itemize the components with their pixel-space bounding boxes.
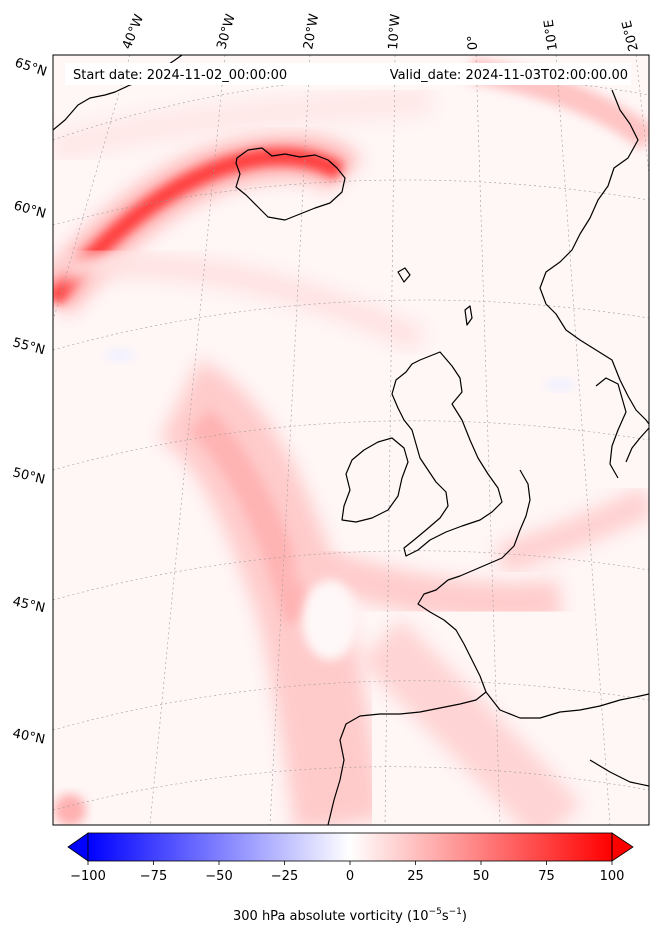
colorbar-extend-min (67, 832, 89, 862)
map-frame (52, 54, 650, 826)
colorbar-ticks: −100 −75 −50 −25 0 25 50 75 100 (70, 861, 624, 884)
parallel-50n (53, 420, 649, 471)
meridian-30w (149, 55, 226, 825)
corner-max (54, 794, 86, 825)
lat-label-40n: 40°N (11, 726, 46, 747)
parallel-40n (53, 680, 649, 731)
colorbar-tick-label: −25 (271, 869, 298, 884)
parallel-35n (53, 766, 649, 811)
lat-label-65n: 65°N (13, 56, 49, 80)
france-atlantic-coast (417, 579, 487, 693)
meridian-10w (384, 55, 396, 825)
lon-label-40w: 40°W (120, 12, 147, 51)
parallel-60n (53, 179, 649, 226)
colorbar-tick-label: 0 (346, 869, 354, 884)
negative-spot (546, 379, 574, 391)
meridian-0 (475, 55, 501, 825)
colorbar-tick-label: 75 (538, 869, 555, 884)
iceland-coast (235, 147, 346, 221)
low-vorticity-eddy (302, 580, 358, 660)
longitude-labels: 40°W 30°W 20°W 10°W 0° 10°E 20°E (120, 12, 642, 52)
meridian-20w (269, 55, 311, 825)
baltic-coast (625, 427, 649, 463)
colorbar-label: 300 hPa absolute vorticity (10−5s−1) (233, 907, 467, 924)
map-panel: Start date: 2024-11-02_00:00:00 Valid_da… (53, 55, 649, 825)
lon-label-0: 0° (465, 35, 481, 50)
iberia-band (358, 618, 583, 825)
norway-coast (539, 89, 649, 425)
negative-spot (106, 349, 134, 361)
jet-streak-core (53, 147, 345, 306)
lon-label-10e: 10°E (542, 18, 561, 51)
southern-band (292, 541, 563, 623)
northern-faint-band (53, 85, 432, 165)
lat-label-60n: 60°N (12, 198, 48, 221)
header-strip (65, 63, 631, 85)
trough-core (189, 409, 315, 625)
faroe-islands (397, 267, 411, 283)
eastern-band (495, 486, 649, 575)
colorbar-tick-label: 25 (407, 869, 424, 884)
valid-date-text: Valid_date: 2024-11-03T02:00:00.00 (390, 68, 628, 83)
iberia-north-west-coast (327, 691, 487, 825)
north-sea-continental-coast (447, 469, 531, 581)
colorbar: −100 −75 −50 −25 0 25 50 75 100 300 hPa absolute… (67, 832, 634, 924)
start-date-text: Start date: 2024-11-02_00:00:00 (73, 68, 287, 83)
north-africa-coast (589, 759, 649, 787)
latitude-labels: 65°N 60°N 55°N 50°N 45°N 40°N (11, 56, 49, 748)
lon-label-10w: 10°W (386, 13, 403, 50)
graticule (53, 55, 649, 825)
colorbar-tick-label: 100 (600, 869, 625, 884)
sweden-coast (595, 377, 627, 479)
colorbar-tick-label: 50 (473, 869, 490, 884)
colorbar-tick-label: −75 (140, 869, 167, 884)
colorbar-gradient (88, 833, 612, 861)
colorbar-tick-label: −50 (205, 869, 232, 884)
shetland-islands (464, 305, 473, 326)
ireland-coast (341, 437, 409, 523)
colorbar-tick-label: −100 (70, 869, 106, 884)
great-britain-coast (391, 351, 503, 557)
lat-label-50n: 50°N (11, 465, 46, 487)
lat-label-55n: 55°N (11, 335, 47, 358)
lon-label-20w: 20°W (301, 13, 322, 51)
colorbar-extend-max (611, 832, 634, 862)
mediterranean-coast (485, 691, 649, 719)
mid-faint-band (58, 252, 426, 352)
lon-label-20e: 20°E (620, 19, 642, 53)
lon-label-30w: 30°W (214, 12, 238, 51)
parallel-55n (53, 299, 649, 351)
lat-label-45n: 45°N (11, 594, 46, 616)
meridian-10e (555, 55, 611, 825)
parallel-45n (53, 550, 649, 601)
